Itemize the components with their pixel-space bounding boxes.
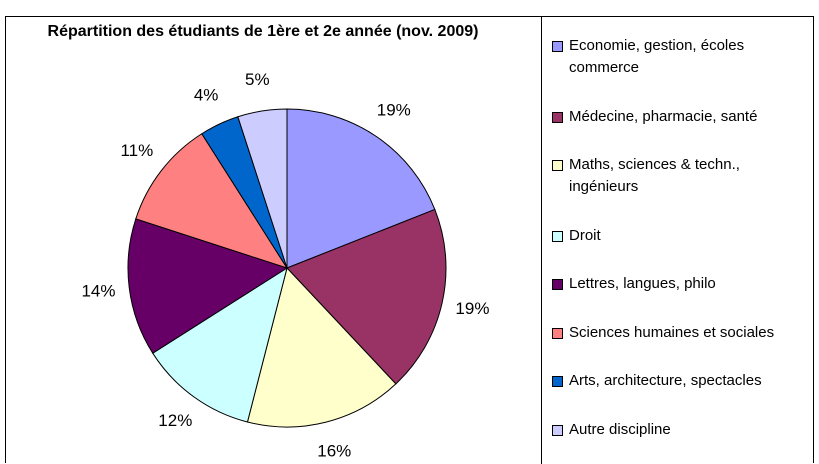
data-label: 5% [245,70,270,89]
legend-swatch [552,327,563,339]
legend-label: Arts, architecture, spectacles [569,372,762,390]
data-label: 16% [317,442,351,461]
chart-frame [5,16,814,463]
pie-slice [127,218,289,354]
data-label: 4% [194,86,219,105]
pie-slice [286,208,447,385]
legend-item: Economie, gestion, écoles commerce [552,35,815,79]
legend-label: Economie, gestion, écoles commerce [569,37,745,77]
legend-swatch [552,424,563,436]
chart-title: Répartition des étudiants de 1ère et 2e … [47,23,479,40]
legend-item: Droit [552,225,815,247]
legend-label: Maths, sciences & techn., ingénieurs [569,156,740,196]
legend-item: Arts, architecture, spectacles [552,370,815,392]
data-label: 14% [81,281,115,300]
legend-item: Autre discipline [552,419,815,441]
data-label: 11% [120,141,153,160]
legend-swatch [552,160,563,172]
legend-item: Sciences humaines et sociales [552,322,815,344]
legend-item: Médecine, pharmacie, santé [552,106,815,128]
pie-slice [135,133,289,269]
legend-swatch [552,279,563,291]
legend-label: Sciences humaines et sociales [569,323,775,341]
legend-swatch [552,230,563,242]
legend-swatch [552,111,563,123]
data-label: 19% [377,100,411,119]
legend-label: Lettres, langues, philo [569,275,716,293]
pie-slice [246,266,397,428]
legend-swatch [552,41,563,53]
legend-swatch [552,376,563,388]
pie-slice [237,108,288,269]
pie-slice [152,266,288,423]
legend: Economie, gestion, écoles commerce Médeci… [541,16,815,464]
legend-label: Droit [569,226,601,244]
data-label: 19% [455,299,489,318]
pie-slice [286,108,436,269]
legend-item: Maths, sciences & techn., ingénieurs [552,154,815,198]
legend-label: Médecine, pharmacie, santé [569,107,758,125]
legend-item: Lettres, langues, philo [552,273,815,295]
data-label: 12% [158,411,192,430]
legend-label: Autre discipline [569,420,671,438]
